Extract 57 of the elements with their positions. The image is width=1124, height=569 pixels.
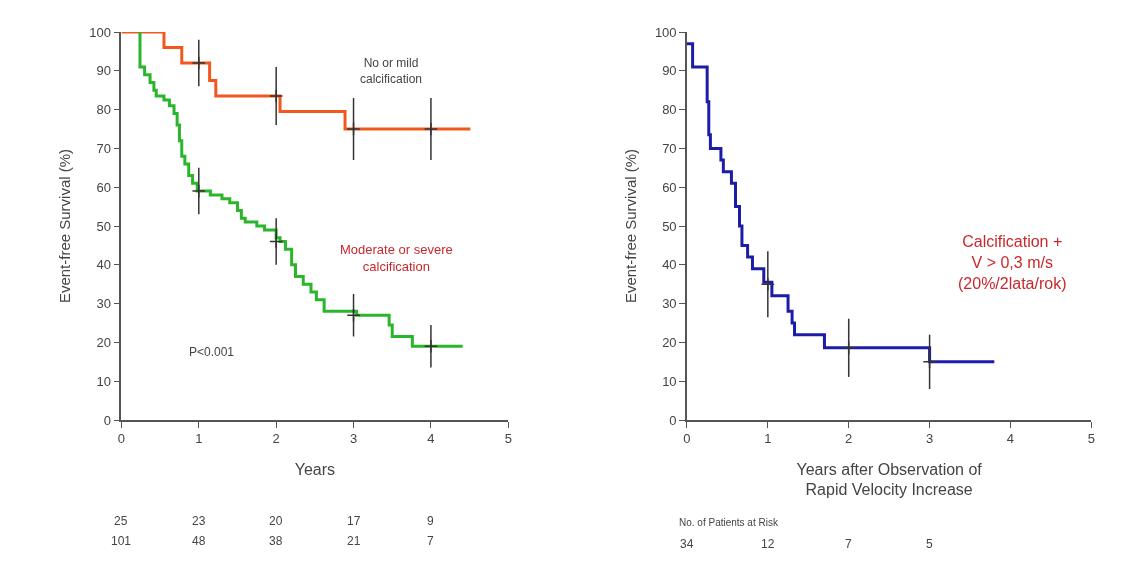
point <box>423 339 438 354</box>
x-tick-label: 0 <box>683 431 691 447</box>
point <box>191 55 206 71</box>
point <box>841 340 856 355</box>
y-tick-label: 50 <box>662 218 677 234</box>
y-tick-label: 40 <box>662 257 677 273</box>
x-tick-label: 3 <box>349 431 358 447</box>
point <box>269 88 284 104</box>
y-axis-title: Event-free Survival (%) <box>56 148 74 304</box>
x-axis-title: Years after Observation of Rapid Velocity Increase <box>796 460 983 499</box>
y-tick-label: 80 <box>662 102 677 118</box>
text: 34 12 7 5 <box>680 537 933 551</box>
y-tick-label: 60 <box>662 179 677 195</box>
x-tick-label: 3 <box>925 431 934 447</box>
y-tick-label: 20 <box>96 334 112 350</box>
x-tick-label: 0 <box>117 431 126 447</box>
y-tick-label: 30 <box>96 296 112 312</box>
text: No. of Patients at Risk <box>679 517 779 528</box>
y-tick-label: 90 <box>96 63 112 79</box>
x-tick-label: 5 <box>1087 431 1095 447</box>
point <box>346 121 361 137</box>
point <box>346 308 361 323</box>
y-tick-label: 10 <box>662 373 677 389</box>
x-axis-title: Years <box>294 460 336 478</box>
y-tick-label: 70 <box>96 140 112 156</box>
y-tick-label: 80 <box>96 102 112 118</box>
x-tick-label: 4 <box>1006 431 1015 447</box>
y-tick-label: 50 <box>96 218 112 234</box>
text: 101 48 38 21 7 <box>111 534 434 548</box>
annotation: No or mild calcification <box>360 56 423 86</box>
y-tick-label: 0 <box>103 412 112 428</box>
x-tick-label: 5 <box>504 431 512 447</box>
annotation: P<0.001 <box>189 345 235 359</box>
y-tick-label: 40 <box>96 257 112 273</box>
annotation: Moderate or severe calcification <box>340 242 453 274</box>
annotation: Calcification + V > 0,3 m/s (20%/2lata/rok) <box>958 233 1067 292</box>
y-tick-label: 0 <box>669 412 677 428</box>
x-tick-label: 2 <box>272 431 280 447</box>
point <box>922 354 937 369</box>
point <box>423 121 438 137</box>
x-tick-label: 1 <box>764 431 772 447</box>
point <box>760 277 775 292</box>
y-tick-label: 10 <box>96 373 112 389</box>
y-axis-title: Event-free Survival (%) <box>621 148 639 304</box>
text: 25 23 20 17 9 <box>114 514 434 528</box>
y-tick-label: 90 <box>662 63 677 79</box>
x-tick-label: 4 <box>427 431 435 447</box>
y-tick-label: 100 <box>89 24 112 40</box>
y-tick-label: 20 <box>662 334 677 350</box>
y-tick-label: 30 <box>662 296 677 312</box>
x-tick-label: 2 <box>845 431 853 447</box>
point <box>269 234 284 249</box>
x-tick-label: 1 <box>195 431 203 447</box>
y-tick-label: 60 <box>96 179 112 195</box>
y-tick-label: 70 <box>662 140 677 156</box>
point <box>191 184 206 199</box>
y-tick-label: 100 <box>654 24 677 40</box>
